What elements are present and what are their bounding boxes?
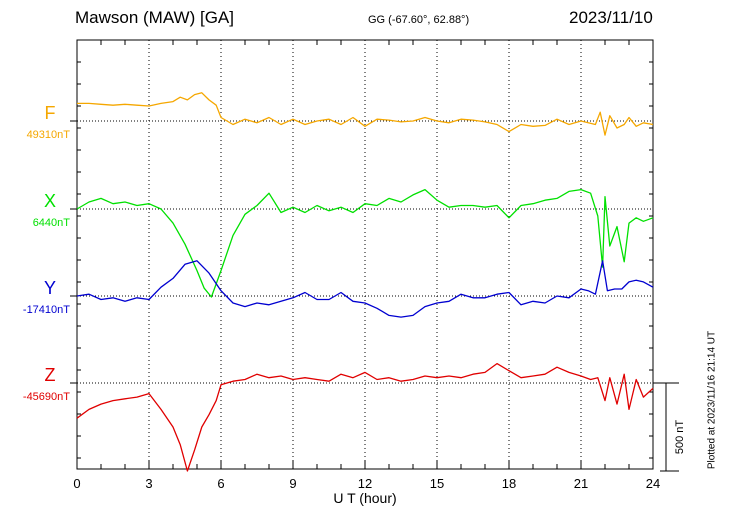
x-tick-label: 24 bbox=[646, 476, 660, 491]
baseline-value-z: -45690nT bbox=[23, 391, 70, 403]
component-label-x: X bbox=[44, 191, 56, 211]
geo-coordinates: GG (-67.60°, 62.88°) bbox=[368, 14, 470, 26]
plotted-timestamp: Plotted at 2023/11/16 21:14 UT bbox=[706, 330, 718, 470]
x-tick-label: 6 bbox=[217, 476, 224, 491]
series-line-f bbox=[77, 92, 654, 136]
x-tick-label: 12 bbox=[358, 476, 372, 491]
series-line-x bbox=[76, 188, 654, 298]
baseline-value-x: 6440nT bbox=[33, 217, 71, 229]
date-label: 2023/11/10 bbox=[569, 8, 653, 27]
component-label-f: F bbox=[45, 103, 56, 123]
series-line-y bbox=[76, 260, 654, 318]
x-tick-label: 21 bbox=[574, 476, 588, 491]
baseline-value-f: 49310nT bbox=[27, 129, 71, 141]
station-title: Mawson (MAW) [GA] bbox=[75, 8, 234, 27]
x-tick-label: 15 bbox=[430, 476, 444, 491]
scale-bar-label: 500 nT bbox=[674, 420, 686, 455]
series-line-z bbox=[76, 362, 654, 472]
component-label-y: Y bbox=[44, 278, 56, 298]
baseline-value-y: -17410nT bbox=[23, 304, 70, 316]
component-label-z: Z bbox=[45, 365, 56, 385]
x-tick-label: 3 bbox=[145, 476, 152, 491]
x-axis-label: U T (hour) bbox=[333, 490, 396, 506]
x-tick-label: 18 bbox=[502, 476, 516, 491]
x-tick-label: 0 bbox=[73, 476, 80, 491]
x-tick-label: 9 bbox=[289, 476, 296, 491]
